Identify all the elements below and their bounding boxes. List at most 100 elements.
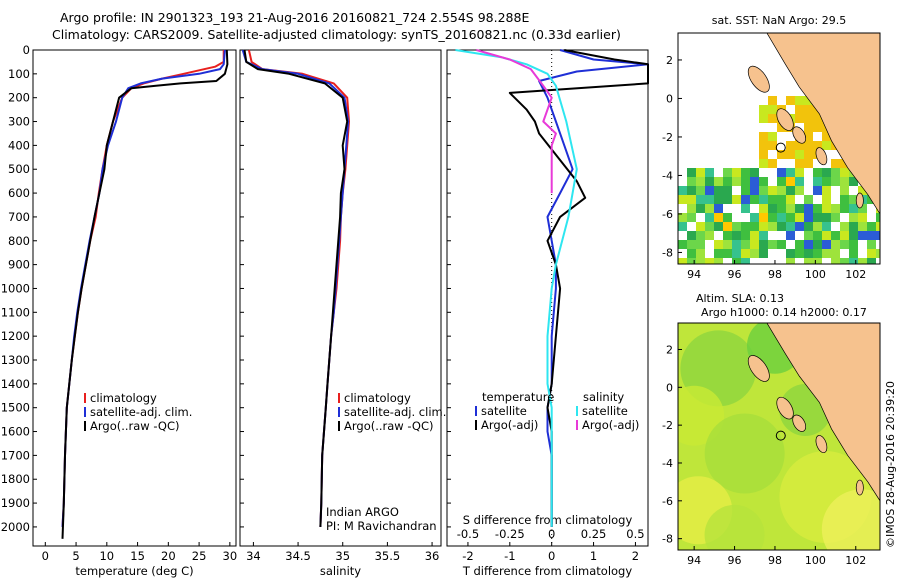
sst-cell (795, 186, 804, 195)
sst-lat-tick-label: -6 (662, 208, 673, 221)
sst-cell (804, 132, 813, 141)
sst-cell (741, 204, 750, 213)
sst-cell (849, 231, 858, 240)
depth-tick-label: 1600 (1, 425, 30, 439)
temperature-tick-label: 5 (72, 549, 79, 563)
sst-cell (831, 258, 840, 264)
sst-cell (732, 249, 741, 258)
depth-tick-label: 1700 (1, 448, 30, 462)
sst-cell (804, 213, 813, 222)
sst-cell (786, 141, 795, 150)
sst-cell (822, 222, 831, 231)
sst-cell (750, 186, 759, 195)
sst-cell (813, 123, 822, 132)
sst-cell (777, 168, 786, 177)
sst-cell (831, 213, 840, 222)
temperature-tick-label: 30 (223, 549, 238, 563)
sst-cell (741, 222, 750, 231)
depth-tick-label: 1800 (1, 472, 30, 486)
sst-cell (723, 222, 732, 231)
temperature-legend-label-0: climatology (90, 391, 157, 405)
sst-cell (750, 222, 759, 231)
sst-cell (768, 105, 777, 114)
sst-cell (705, 204, 714, 213)
sst-cell (678, 240, 687, 249)
sst-cell (732, 195, 741, 204)
sst-cell (678, 258, 687, 264)
sst-cell (804, 123, 813, 132)
sst-cell (795, 168, 804, 177)
temperature-tick-label: 15 (130, 549, 145, 563)
sst-cell (822, 132, 831, 141)
temperature-difference-tick-label: 1 (590, 549, 597, 563)
sst-cell (822, 249, 831, 258)
sst-cell (687, 204, 696, 213)
sst-cell (759, 204, 768, 213)
difference-legend-salinity-heading: salinity (583, 390, 624, 404)
sst-cell (804, 114, 813, 123)
salinity-legend-label-0: climatology (344, 391, 411, 405)
sst-cell (741, 177, 750, 186)
temperature-tick-label: 20 (161, 549, 176, 563)
sst-cell (858, 231, 867, 240)
salinity-tick-label: 35.5 (375, 549, 401, 563)
sst-cell (687, 231, 696, 240)
sst-cell (813, 141, 822, 150)
sla-lat-tick-label: 2 (666, 343, 673, 356)
sst-cell (687, 258, 696, 264)
sst-cell (804, 96, 813, 105)
sst-cell (831, 240, 840, 249)
sla-lat-tick-label: -8 (662, 533, 673, 546)
sla-island (747, 355, 770, 382)
sst-cell (849, 213, 858, 222)
sst-cell (687, 249, 696, 258)
sst-cell (768, 240, 777, 249)
salinity-difference-tick-label: 0 (548, 527, 555, 541)
sst-map-title: sat. SST: NaN Argo: 29.5 (712, 14, 846, 27)
sst-cell (696, 240, 705, 249)
sst-cell (732, 258, 741, 264)
sst-cell (786, 195, 795, 204)
sst-cell (723, 240, 732, 249)
sst-cell (696, 231, 705, 240)
sst-cell (840, 186, 849, 195)
sst-cell (813, 213, 822, 222)
temperature-series-2 (61, 49, 229, 539)
sst-cell (876, 213, 880, 222)
temperature-panel-frame (32, 49, 237, 547)
sst-cell (714, 213, 723, 222)
sla-map-frame (677, 322, 881, 551)
sst-cell (714, 258, 723, 264)
sst-cell (687, 213, 696, 222)
sst-cell (795, 213, 804, 222)
difference-legend-temperature-label-1: Argo(-adj) (481, 418, 538, 432)
sst-cell (813, 168, 822, 177)
sst-cell (777, 123, 786, 132)
sst-cell (804, 249, 813, 258)
sst-cell (714, 240, 723, 249)
sst-cell (831, 177, 840, 186)
sst-cell (786, 213, 795, 222)
sst-cell (714, 222, 723, 231)
difference-series-3 (476, 49, 557, 194)
sst-cell (705, 258, 714, 264)
sst-lon-tick-label: 102 (845, 268, 866, 281)
difference-series-2 (455, 49, 578, 527)
sst-cell (831, 231, 840, 240)
sst-cell (840, 222, 849, 231)
sst-lat-tick-label: 0 (666, 92, 673, 105)
temperature-tick-label: 10 (99, 549, 114, 563)
sst-cell (813, 258, 822, 264)
depth-tick-label: 800 (8, 234, 30, 248)
depth-tick-label: 1500 (1, 401, 30, 415)
sst-lon-tick-label: 98 (768, 268, 782, 281)
sst-cell (723, 231, 732, 240)
sst-cell (831, 168, 840, 177)
temperature-series-1 (61, 49, 226, 527)
salinity-legend-label-1: satellite-adj. clim. (344, 405, 446, 419)
sst-cell (687, 186, 696, 195)
sst-cell (687, 195, 696, 204)
sst-cell (750, 240, 759, 249)
sst-cell (795, 222, 804, 231)
sst-cell (795, 240, 804, 249)
